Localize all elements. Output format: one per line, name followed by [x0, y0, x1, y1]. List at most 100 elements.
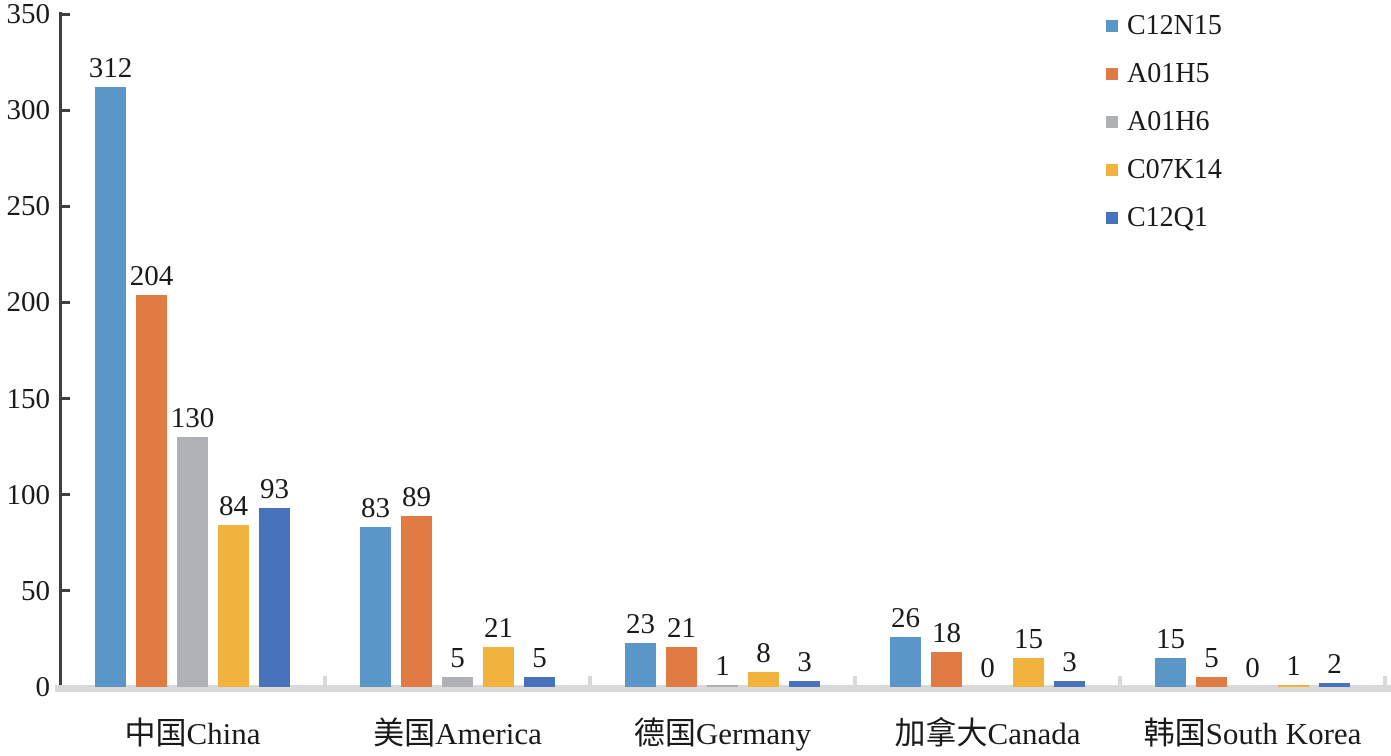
y-axis-tick — [60, 12, 70, 16]
bar-group: 23 21 1 8 3 — [590, 14, 855, 687]
bar — [360, 527, 391, 687]
legend-label: C12N15 — [1127, 10, 1222, 41]
bar-value-label: 5 — [532, 642, 547, 674]
y-axis-tick — [60, 589, 70, 593]
bar-value-label: 18 — [932, 617, 961, 649]
legend-label: C07K14 — [1127, 154, 1222, 185]
legend-swatch-icon — [1106, 212, 1118, 224]
bar-value-label: 130 — [170, 402, 215, 434]
y-axis-tick — [60, 397, 70, 401]
bar-slot: 84 — [218, 491, 249, 687]
bar — [1155, 658, 1186, 687]
category-label: 美国America — [373, 715, 542, 751]
bar-group: 312 204 130 84 93 — [60, 14, 325, 687]
bar-value-label: 15 — [1156, 623, 1185, 655]
legend-item: C12Q1 — [1106, 202, 1208, 234]
bar-value-label: 312 — [88, 52, 133, 84]
bar-group: 83 89 5 21 5 — [325, 14, 590, 687]
y-axis-tick-label: 0 — [35, 671, 51, 703]
y-axis-tick-label: 150 — [6, 382, 51, 415]
legend-item: C07K14 — [1106, 154, 1222, 186]
bar-slot: 1 — [1278, 651, 1309, 687]
bar-value-label: 3 — [1062, 646, 1077, 678]
bar — [177, 437, 208, 687]
bar-value-label: 8 — [756, 637, 771, 669]
x-axis-category-tick — [323, 676, 327, 687]
bar-slot: 130 — [171, 403, 214, 687]
bar-value-label: 0 — [980, 652, 995, 684]
bar-value-label: 84 — [219, 490, 248, 522]
bar-value-label: 0 — [1245, 652, 1260, 684]
bar-value-label: 93 — [260, 473, 289, 505]
bar-value-label: 204 — [129, 260, 174, 292]
bar-value-label: 26 — [891, 602, 920, 634]
bar-slot: 312 — [89, 53, 132, 687]
bar-slot: 21 — [666, 613, 697, 687]
bar — [789, 681, 820, 687]
bar — [136, 295, 167, 687]
y-axis-tick — [60, 300, 70, 304]
x-axis-line — [55, 685, 1391, 692]
legend-swatch-icon — [1106, 116, 1118, 128]
bar-value-label: 3 — [797, 646, 812, 678]
y-axis-tick-label: 350 — [6, 0, 51, 30]
bar-slot: 15 — [1013, 624, 1044, 687]
bar-slot: 83 — [360, 493, 391, 687]
legend-label: C12Q1 — [1127, 202, 1208, 233]
bar — [748, 672, 779, 687]
bar — [890, 637, 921, 687]
bar-slot: 3 — [1054, 647, 1085, 687]
legend-swatch-icon — [1106, 68, 1118, 80]
bar — [259, 508, 290, 687]
bar — [625, 643, 656, 687]
bar — [707, 685, 738, 687]
bar-value-label: 2 — [1327, 648, 1342, 680]
bar — [1278, 685, 1309, 687]
bar-slot: 8 — [748, 638, 779, 687]
bar-value-label: 83 — [361, 492, 390, 524]
bar-slot: 21 — [483, 613, 514, 687]
bar — [666, 647, 697, 687]
bar-value-label: 5 — [1204, 642, 1219, 674]
bar — [931, 652, 962, 687]
y-axis-tick-label: 200 — [6, 286, 51, 319]
bar-value-label: 5 — [450, 642, 465, 674]
bar-value-label: 23 — [626, 608, 655, 640]
bar-slot: 23 — [625, 609, 656, 687]
y-axis-tick — [60, 204, 70, 208]
bar-slot: 26 — [890, 603, 921, 687]
bar-value-label: 21 — [667, 612, 696, 644]
x-axis-category-tick — [588, 676, 592, 687]
bar-slot: 5 — [524, 643, 555, 687]
bar-value-label: 1 — [1286, 650, 1301, 682]
y-axis-tick-label: 300 — [6, 94, 51, 127]
bar-value-label: 15 — [1014, 623, 1043, 655]
bar — [1013, 658, 1044, 687]
bar-slot: 15 — [1155, 624, 1186, 687]
bar — [1054, 681, 1085, 687]
y-axis-tick-label: 50 — [21, 574, 50, 607]
x-axis-category-tick — [1383, 676, 1387, 687]
category-label: 韩国South Korea — [1143, 715, 1362, 751]
bar — [1319, 683, 1350, 687]
y-axis-tick-label: 250 — [6, 190, 51, 223]
bar — [483, 647, 514, 687]
bar-value-label: 89 — [402, 481, 431, 513]
bar-slot: 93 — [259, 474, 290, 687]
legend-item: A01H5 — [1106, 58, 1209, 90]
bar-slot: 5 — [442, 643, 473, 687]
bar-slot: 5 — [1196, 643, 1227, 687]
category-label: 加拿大Canada — [894, 715, 1081, 751]
bar-slot: 3 — [789, 647, 820, 687]
bar-slot: 204 — [130, 261, 173, 687]
bar-slot: 89 — [401, 482, 432, 687]
bar — [442, 677, 473, 687]
y-axis-tick-label: 100 — [6, 478, 51, 511]
y-axis-tick — [60, 493, 70, 497]
category-label: 中国China — [124, 715, 261, 751]
bar-value-label: 1 — [715, 650, 730, 682]
legend-item: A01H6 — [1106, 106, 1209, 138]
bar — [218, 525, 249, 687]
legend-swatch-icon — [1106, 20, 1118, 32]
